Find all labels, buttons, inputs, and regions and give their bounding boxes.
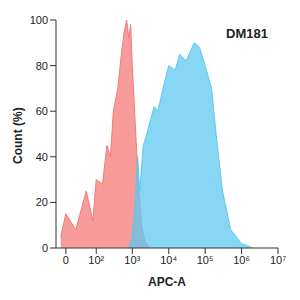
svg-text:10³: 10³	[124, 254, 140, 266]
svg-text:APC-A: APC-A	[148, 275, 186, 289]
svg-text:40: 40	[36, 151, 48, 163]
svg-text:100: 100	[30, 14, 48, 26]
html-text:DM181: DM181	[226, 26, 268, 41]
svg-text:10⁴: 10⁴	[160, 254, 177, 266]
svg-text:0: 0	[42, 242, 48, 254]
svg-text:10⁶: 10⁶	[233, 254, 250, 266]
svg-text:10⁷: 10⁷	[270, 254, 286, 266]
svg-text:60: 60	[36, 105, 48, 117]
svg-text:Count (%): Count (%)	[11, 107, 25, 164]
svg-text:20: 20	[36, 196, 48, 208]
svg-text:80: 80	[36, 60, 48, 72]
svg-text:0: 0	[63, 254, 69, 266]
svg-text:10⁵: 10⁵	[197, 254, 214, 266]
svg-text:10²: 10²	[88, 254, 104, 266]
